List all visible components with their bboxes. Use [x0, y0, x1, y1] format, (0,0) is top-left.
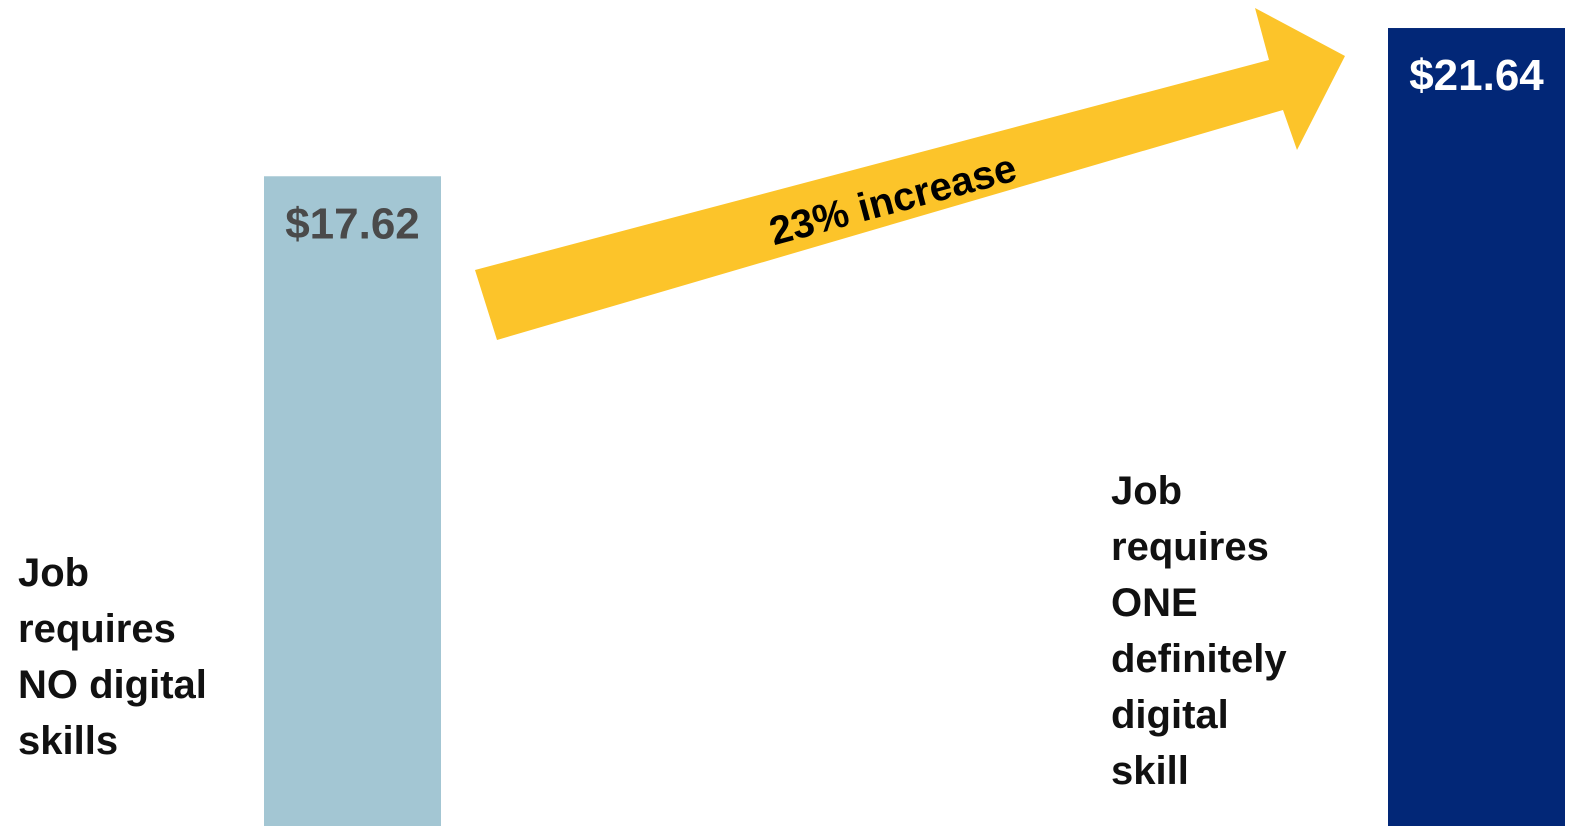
category-label-line: skills: [18, 719, 119, 763]
category-label-line: digital: [1111, 693, 1229, 737]
category-label-one-digital: Job requires ONE definitely digital skill: [1111, 463, 1361, 799]
bar-1: [264, 176, 441, 826]
increase-arrow-group: 23% increase: [475, 8, 1345, 340]
category-label-line: ONE: [1111, 581, 1198, 625]
bar-value-label-2: $21.64: [1409, 51, 1544, 100]
category-label-no-digital: Job requires NO digital skills: [18, 545, 258, 769]
increase-arrow: [475, 8, 1345, 340]
category-label-line: Job: [1111, 469, 1183, 513]
category-label-line: skill: [1111, 749, 1189, 793]
category-label-line: Job: [18, 551, 90, 595]
category-label-line: requires: [18, 607, 176, 651]
bars-group: $17.62 $21.64: [264, 28, 1565, 826]
category-label-line: NO digital: [18, 663, 207, 707]
category-label-line: requires: [1111, 525, 1269, 569]
bar-value-label-1: $17.62: [285, 199, 420, 248]
category-label-line: definitely: [1111, 637, 1287, 681]
bar-2: [1388, 28, 1565, 826]
